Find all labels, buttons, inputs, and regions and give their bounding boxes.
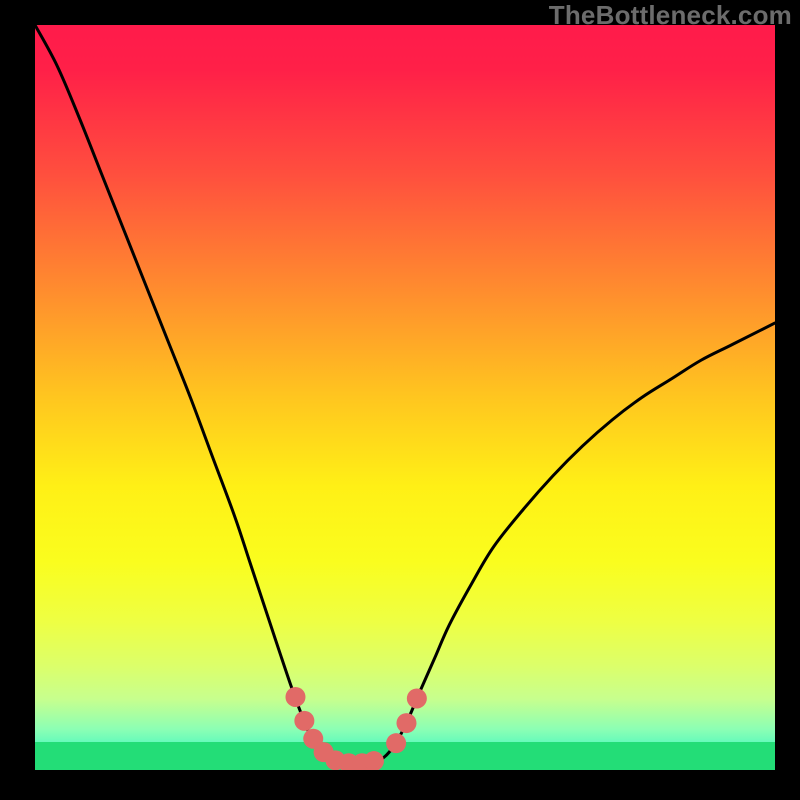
- watermark-label: TheBottleneck.com: [549, 0, 792, 31]
- marker-dot: [407, 688, 427, 708]
- chart-canvas: TheBottleneck.com: [0, 0, 800, 800]
- marker-dot: [386, 733, 406, 753]
- bottleneck-chart: [0, 0, 800, 800]
- marker-dot: [364, 751, 384, 771]
- gradient-background: [35, 25, 775, 770]
- marker-dot: [294, 711, 314, 731]
- marker-dot: [285, 687, 305, 707]
- marker-dot: [396, 713, 416, 733]
